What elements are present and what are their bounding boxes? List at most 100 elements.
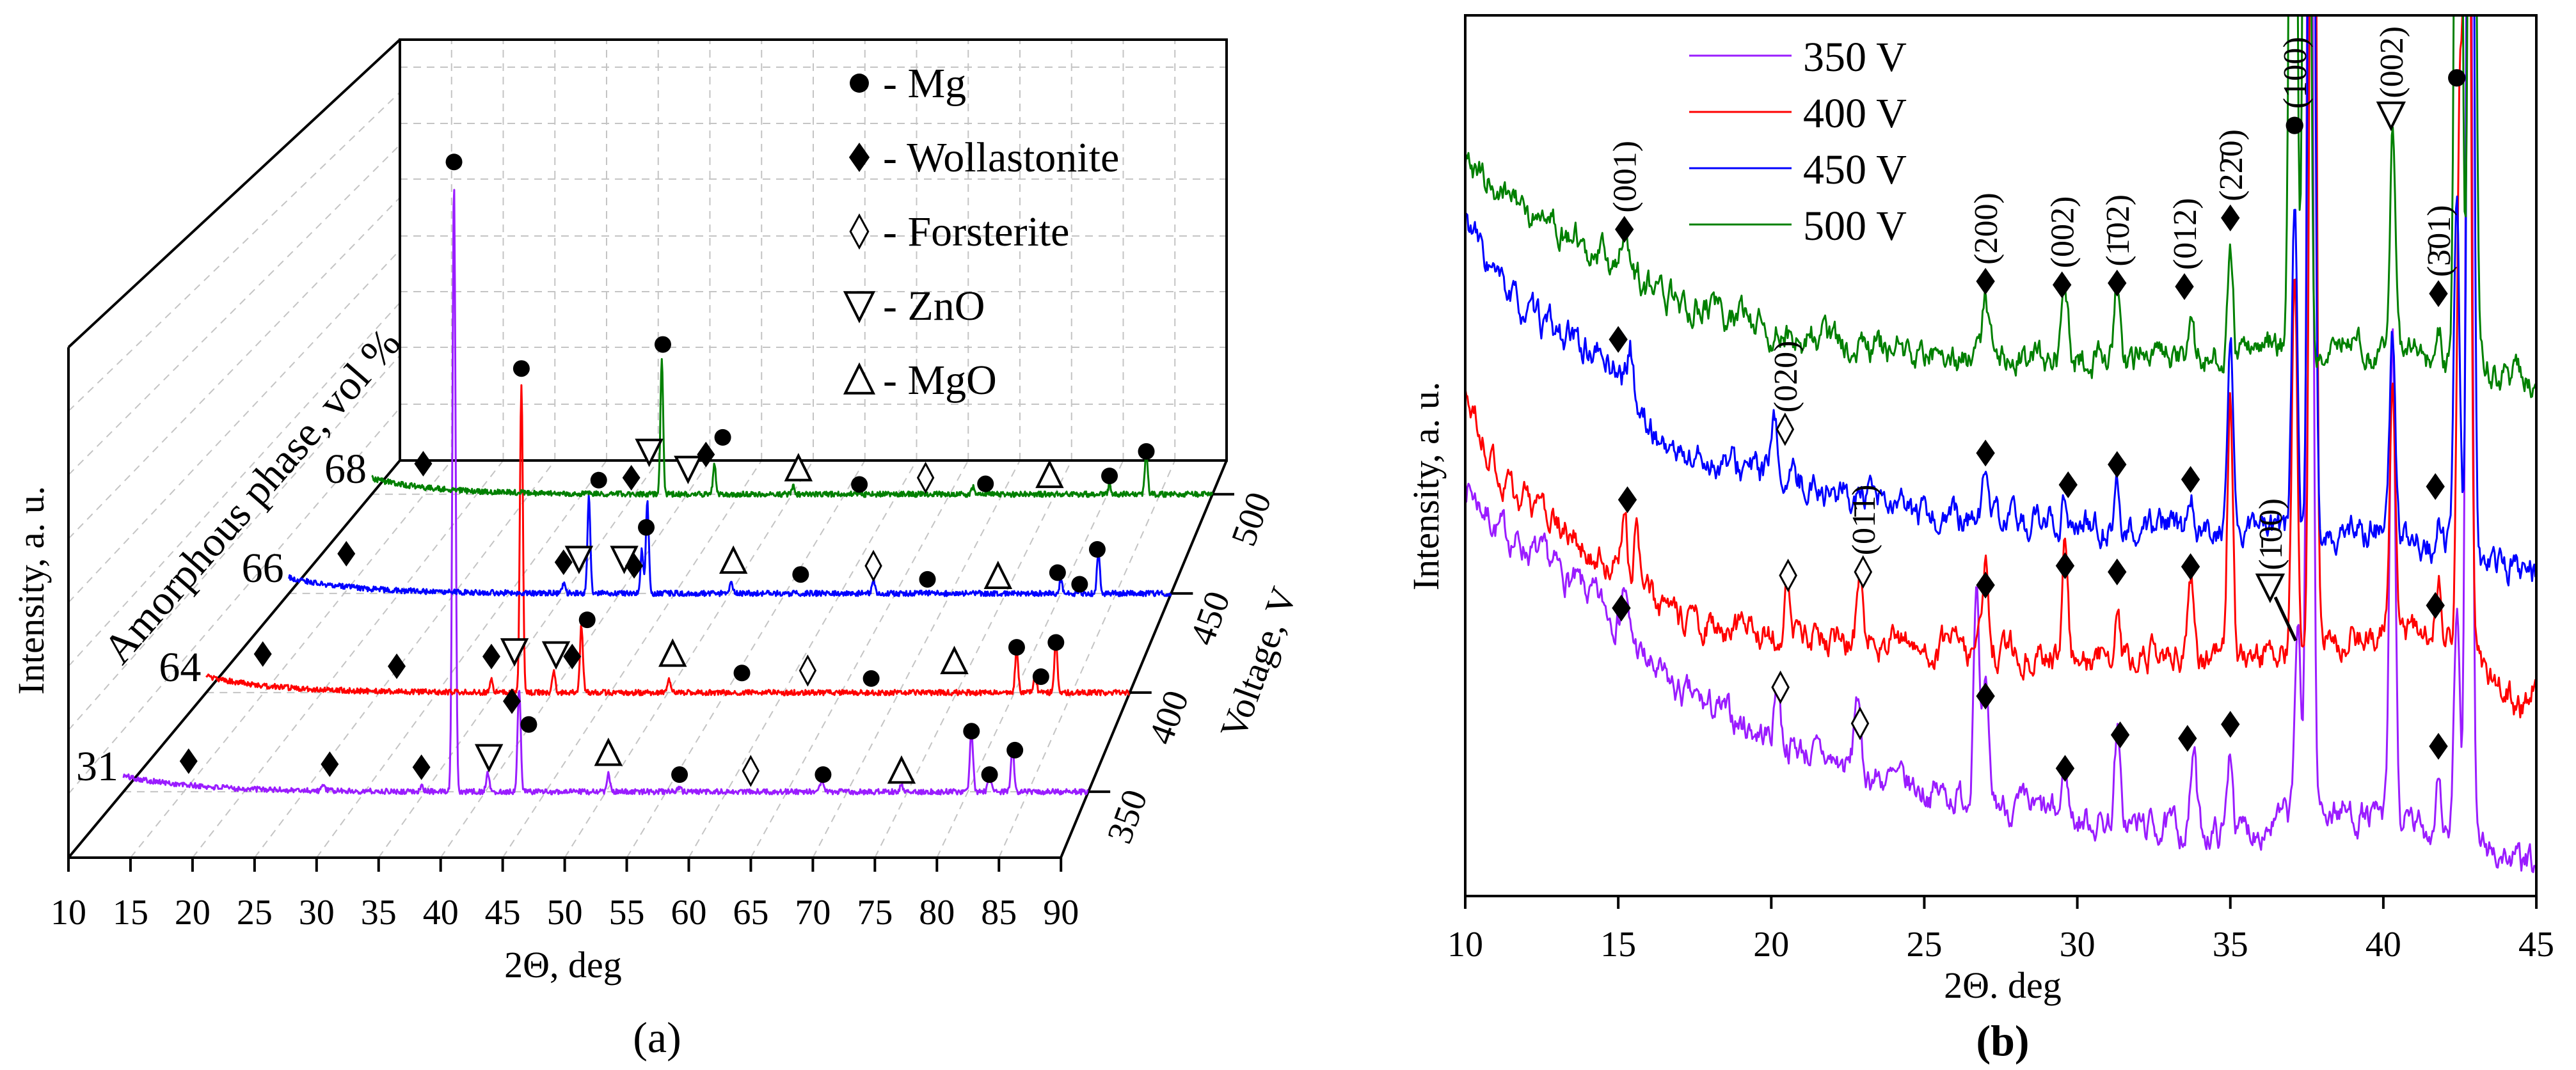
panel-a-legend: - Mg - Wollastonite - Forsterite - ZnO - MgO	[843, 60, 1119, 404]
wollastonite-filled-diamond-icon	[2108, 558, 2127, 586]
panel-a-traces	[122, 189, 1214, 796]
legend-entry-label: - Forsterite	[883, 208, 1069, 255]
mg-circle-marker-icon	[1008, 639, 1025, 656]
trace-400v	[1465, 15, 2536, 719]
mgo-up-triangle-icon	[983, 560, 1013, 590]
wollastonite-filled-diamond-icon	[414, 450, 433, 476]
left-wall-grid-line	[68, 144, 401, 476]
wollastonite-filled-diamond-icon	[1976, 571, 1995, 599]
panel-b-y-axis-title: Intensity, a. u.	[1405, 382, 1447, 590]
mgo-up-triangle-icon	[887, 755, 916, 784]
wollastonite-filled-diamond-icon	[2221, 204, 2240, 232]
wollastonite-filled-diamond-icon	[412, 754, 431, 780]
x-tick-label: 70	[795, 893, 831, 932]
forsterite-open-diamond-icon	[1850, 706, 1870, 741]
voltage-tick-label: 400	[1141, 686, 1197, 750]
hkl-index-label: (1̄02)	[2100, 194, 2136, 267]
mg-circle-marker-icon	[445, 153, 463, 171]
mgo-up-triangle-icon	[843, 362, 876, 395]
wollastonite-filled-diamond-icon	[625, 553, 644, 579]
wollastonite-filled-diamond-icon	[2429, 732, 2448, 760]
legend-entry-label: 500 V	[1803, 203, 1907, 249]
legend-entry-label: - Mg	[883, 60, 966, 107]
mgo-up-triangle-icon	[658, 638, 687, 667]
mg-circle-marker-icon	[977, 475, 994, 492]
mgo-up-triangle-icon	[784, 453, 813, 482]
mg-circle-marker-icon	[654, 336, 671, 353]
x-tick-label: 35	[2213, 925, 2248, 964]
trace-500v	[1465, 15, 2536, 398]
x-tick-label: 20	[175, 893, 211, 932]
forsterite-open-diamond-icon	[849, 213, 870, 250]
left-wall-top-edge	[67, 38, 401, 349]
mgo-up-triangle-icon	[594, 737, 623, 766]
legend-entry-label: 400 V	[1803, 90, 1907, 137]
floor-grid-line	[688, 460, 918, 858]
trace-350v	[1465, 15, 2536, 874]
hkl-index-label: (100)	[2277, 36, 2314, 109]
voltage-tick-label: 450	[1182, 586, 1238, 650]
wollastonite-filled-diamond-icon	[563, 643, 582, 670]
mg-circle-marker-icon	[851, 476, 868, 493]
x-tick-label: 40	[423, 893, 459, 932]
floor-grid-line	[812, 460, 1021, 858]
forsterite-open-diamond-icon	[742, 755, 760, 787]
hkl-index-label: (002)	[2374, 26, 2410, 98]
pointer-arrow	[2273, 596, 2298, 641]
wollastonite-filled-diamond-icon	[2055, 552, 2075, 579]
hkl-index-label: (22̄0)	[2213, 129, 2250, 201]
x-tick-label: 45	[485, 893, 521, 932]
mg-circle-marker-icon	[733, 665, 751, 682]
x-tick-label: 85	[981, 893, 1017, 932]
mg-circle-marker-icon	[1032, 668, 1049, 686]
zno-down-triangle-icon	[564, 546, 594, 574]
panel-b-label: (b)	[1976, 1016, 2029, 1065]
zno-down-triangle-icon	[2376, 101, 2406, 132]
wollastonite-filled-diamond-icon	[2055, 755, 2075, 782]
mg-circle-marker-icon	[578, 611, 596, 629]
x-tick-label: 15	[113, 893, 148, 932]
x-tick-label: 45	[2518, 925, 2554, 964]
trace-450v	[1465, 15, 2536, 586]
mg-circle-marker-icon	[671, 766, 688, 783]
legend-entry-label: 350 V	[1803, 34, 1907, 81]
wollastonite-filled-diamond-icon	[1615, 216, 1634, 243]
panel-b-x-axis-title: 2Θ. deg	[1944, 964, 2062, 1006]
wollastonite-filled-diamond-icon	[2110, 721, 2130, 749]
wollastonite-filled-diamond-icon	[2181, 553, 2200, 581]
wollastonite-filled-diamond-icon	[2175, 273, 2194, 301]
left-wall-grid-line	[68, 249, 401, 603]
left-wall-grid-line	[68, 354, 401, 731]
wollastonite-filled-diamond-icon	[321, 751, 339, 777]
floor-grid-line	[874, 460, 1072, 858]
wollastonite-filled-diamond-icon	[388, 653, 406, 679]
mg-circle-marker-icon	[1006, 741, 1024, 759]
hkl-index-label: (020)	[1768, 341, 1804, 413]
hkl-index-label: (3̄01)	[2421, 205, 2458, 277]
forsterite-open-diamond-icon	[1779, 558, 1797, 593]
floor-grid-line	[936, 460, 1124, 858]
mg-circle-marker-icon	[1047, 634, 1065, 651]
mgo-up-triangle-icon	[940, 645, 969, 675]
mg-circle-marker-icon	[815, 766, 832, 783]
wollastonite-filled-diamond-icon	[622, 464, 640, 491]
hkl-index-label: (1̄00)	[2253, 498, 2289, 570]
mg-circle-marker-icon	[638, 519, 655, 536]
x-tick-label: 50	[547, 893, 583, 932]
trace-500v	[371, 358, 1214, 498]
panel-b-xrd-chart: 10 15 20 25 30 35 40 45 (01̄1) (1̄00)(020)(001)(…	[1405, 14, 2554, 1065]
mg-circle-marker-icon	[919, 570, 936, 588]
forsterite-open-diamond-icon	[864, 549, 882, 582]
amorphous-percent-label: 66	[242, 545, 284, 592]
zno-down-triangle-icon	[843, 291, 876, 324]
mg-circle-marker-icon	[1138, 443, 1155, 460]
legend-entry-label: - MgO	[883, 357, 997, 404]
trace-400v	[205, 384, 1130, 696]
left-wall-grid-line	[68, 197, 401, 539]
zno-down-triangle-icon	[541, 641, 571, 670]
hkl-index-label: (01̄1)	[1846, 485, 1882, 556]
wollastonite-filled-diamond-icon	[848, 143, 870, 172]
panel-a-ticks: 10 15 20 25 30 35 40 45 50 55 60 65 70 75 80 85 90 350 400…	[51, 487, 1280, 932]
x-tick-label: 75	[857, 893, 893, 932]
